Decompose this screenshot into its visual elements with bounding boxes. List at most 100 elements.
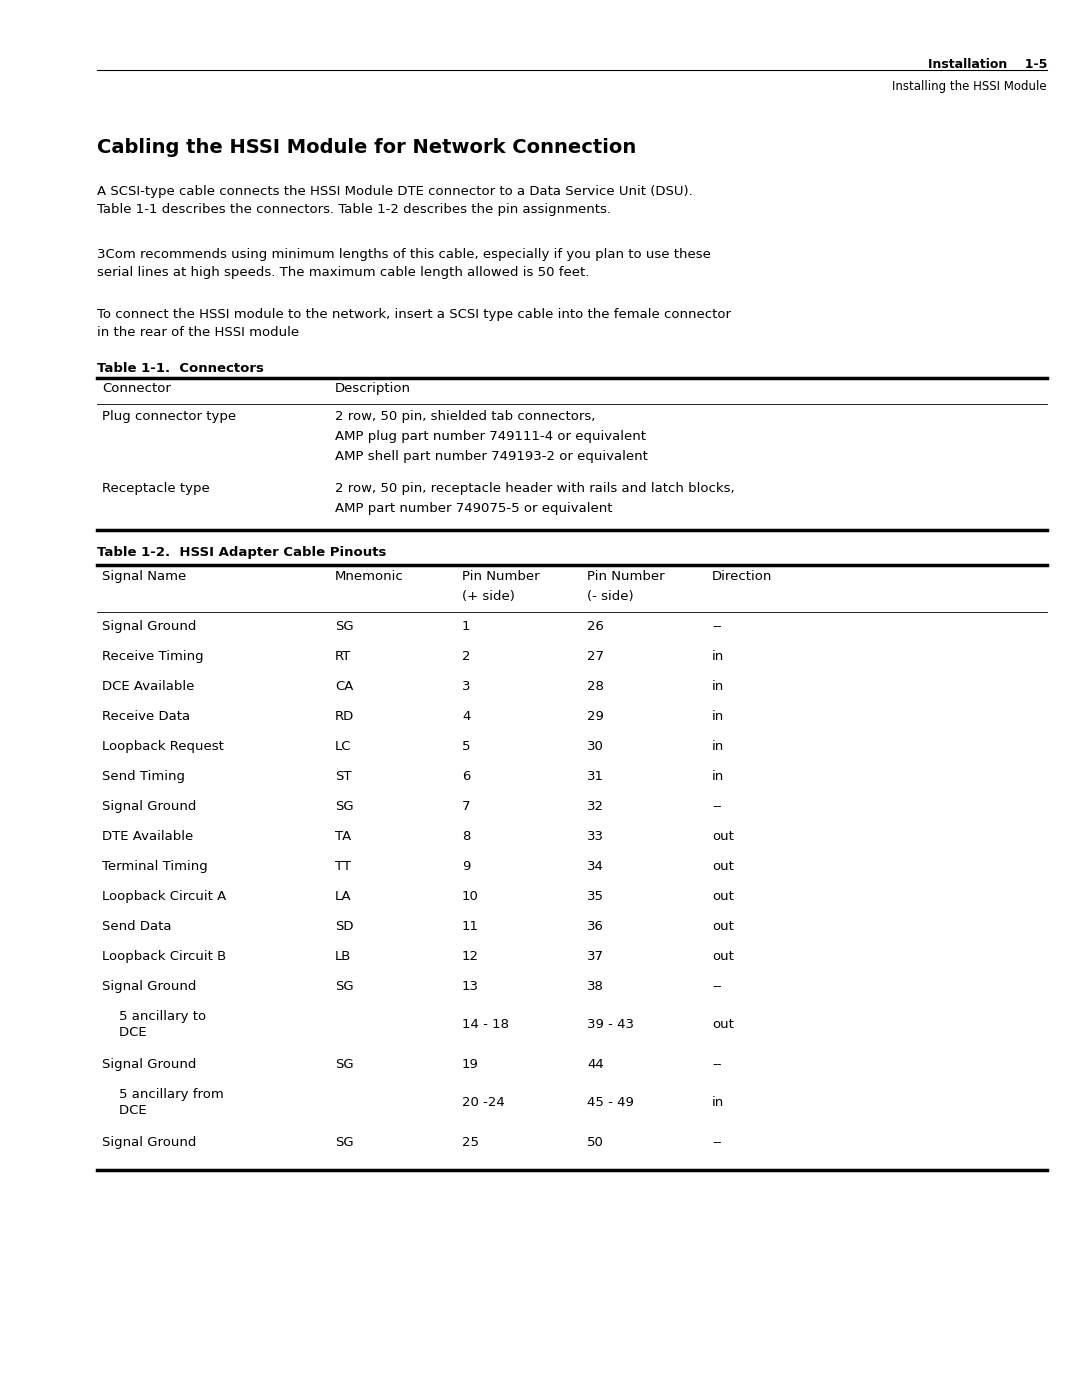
Text: 13: 13 bbox=[462, 981, 480, 993]
Text: in: in bbox=[712, 710, 725, 724]
Text: 9: 9 bbox=[462, 861, 471, 873]
Text: 36: 36 bbox=[588, 921, 604, 933]
Text: Signal Ground: Signal Ground bbox=[102, 981, 197, 993]
Text: CA: CA bbox=[335, 680, 353, 693]
Text: 27: 27 bbox=[588, 650, 604, 664]
Text: in: in bbox=[712, 650, 725, 664]
Text: RD: RD bbox=[335, 710, 354, 724]
Text: Pin Number: Pin Number bbox=[462, 570, 540, 583]
Text: DTE Available: DTE Available bbox=[102, 830, 193, 842]
Text: Direction: Direction bbox=[712, 570, 772, 583]
Text: TA: TA bbox=[335, 830, 351, 842]
Text: DCE Available: DCE Available bbox=[102, 680, 194, 693]
Text: Signal Ground: Signal Ground bbox=[102, 620, 197, 633]
Text: LA: LA bbox=[335, 890, 352, 902]
Text: Plug connector type: Plug connector type bbox=[102, 409, 237, 423]
Text: Send Timing: Send Timing bbox=[102, 770, 185, 782]
Text: 3Com recommends using minimum lengths of this cable, especially if you plan to u: 3Com recommends using minimum lengths of… bbox=[97, 249, 711, 279]
Text: SG: SG bbox=[335, 981, 353, 993]
Text: Signal Ground: Signal Ground bbox=[102, 1136, 197, 1148]
Text: 8: 8 bbox=[462, 830, 471, 842]
Text: Loopback Circuit B: Loopback Circuit B bbox=[102, 950, 226, 963]
Text: 39 - 43: 39 - 43 bbox=[588, 1018, 634, 1031]
Text: out: out bbox=[712, 890, 734, 902]
Text: 32: 32 bbox=[588, 800, 604, 813]
Text: out: out bbox=[712, 1018, 734, 1031]
Text: --: -- bbox=[712, 800, 721, 813]
Text: DCE: DCE bbox=[102, 1025, 147, 1039]
Text: Table 1-2.  HSSI Adapter Cable Pinouts: Table 1-2. HSSI Adapter Cable Pinouts bbox=[97, 546, 387, 559]
Text: Signal Ground: Signal Ground bbox=[102, 800, 197, 813]
Text: LC: LC bbox=[335, 740, 351, 753]
Text: 4: 4 bbox=[462, 710, 471, 724]
Text: 14 - 18: 14 - 18 bbox=[462, 1018, 509, 1031]
Text: Loopback Circuit A: Loopback Circuit A bbox=[102, 890, 226, 902]
Text: Receive Data: Receive Data bbox=[102, 710, 190, 724]
Text: 25: 25 bbox=[462, 1136, 480, 1148]
Text: 12: 12 bbox=[462, 950, 480, 963]
Text: Installation    1-5: Installation 1-5 bbox=[928, 59, 1047, 71]
Text: Cabling the HSSI Module for Network Connection: Cabling the HSSI Module for Network Conn… bbox=[97, 138, 636, 156]
Text: SG: SG bbox=[335, 1058, 353, 1071]
Text: ST: ST bbox=[335, 770, 351, 782]
Text: 29: 29 bbox=[588, 710, 604, 724]
Text: 44: 44 bbox=[588, 1058, 604, 1071]
Text: LB: LB bbox=[335, 950, 351, 963]
Text: (- side): (- side) bbox=[588, 590, 634, 604]
Text: out: out bbox=[712, 861, 734, 873]
Text: 38: 38 bbox=[588, 981, 604, 993]
Text: (+ side): (+ side) bbox=[462, 590, 515, 604]
Text: 33: 33 bbox=[588, 830, 604, 842]
Text: out: out bbox=[712, 950, 734, 963]
Text: 2 row, 50 pin, shielded tab connectors,
AMP plug part number 749111-4 or equival: 2 row, 50 pin, shielded tab connectors, … bbox=[335, 409, 648, 462]
Text: 5: 5 bbox=[462, 740, 471, 753]
Text: 6: 6 bbox=[462, 770, 471, 782]
Text: TT: TT bbox=[335, 861, 351, 873]
Text: Signal Name: Signal Name bbox=[102, 570, 186, 583]
Text: Table 1-1.  Connectors: Table 1-1. Connectors bbox=[97, 362, 264, 374]
Text: in: in bbox=[712, 1097, 725, 1109]
Text: Signal Ground: Signal Ground bbox=[102, 1058, 197, 1071]
Text: 35: 35 bbox=[588, 890, 604, 902]
Text: Loopback Request: Loopback Request bbox=[102, 740, 224, 753]
Text: out: out bbox=[712, 830, 734, 842]
Text: SG: SG bbox=[335, 1136, 353, 1148]
Text: 45 - 49: 45 - 49 bbox=[588, 1097, 634, 1109]
Text: 28: 28 bbox=[588, 680, 604, 693]
Text: 34: 34 bbox=[588, 861, 604, 873]
Text: 31: 31 bbox=[588, 770, 604, 782]
Text: 5 ancillary from: 5 ancillary from bbox=[102, 1088, 224, 1101]
Text: --: -- bbox=[712, 981, 721, 993]
Text: --: -- bbox=[712, 1058, 721, 1071]
Text: 5 ancillary to: 5 ancillary to bbox=[102, 1010, 206, 1023]
Text: SG: SG bbox=[335, 800, 353, 813]
Text: 1: 1 bbox=[462, 620, 471, 633]
Text: Pin Number: Pin Number bbox=[588, 570, 664, 583]
Text: in: in bbox=[712, 680, 725, 693]
Text: 7: 7 bbox=[462, 800, 471, 813]
Text: out: out bbox=[712, 921, 734, 933]
Text: To connect the HSSI module to the network, insert a SCSI type cable into the fem: To connect the HSSI module to the networ… bbox=[97, 307, 731, 339]
Text: 50: 50 bbox=[588, 1136, 604, 1148]
Text: 26: 26 bbox=[588, 620, 604, 633]
Text: in: in bbox=[712, 740, 725, 753]
Text: 11: 11 bbox=[462, 921, 480, 933]
Text: RT: RT bbox=[335, 650, 351, 664]
Text: 2 row, 50 pin, receptacle header with rails and latch blocks,
AMP part number 74: 2 row, 50 pin, receptacle header with ra… bbox=[335, 482, 734, 515]
Text: 30: 30 bbox=[588, 740, 604, 753]
Text: --: -- bbox=[712, 1136, 721, 1148]
Text: in: in bbox=[712, 770, 725, 782]
Text: 19: 19 bbox=[462, 1058, 478, 1071]
Text: Send Data: Send Data bbox=[102, 921, 172, 933]
Text: A SCSI-type cable connects the HSSI Module DTE connector to a Data Service Unit : A SCSI-type cable connects the HSSI Modu… bbox=[97, 184, 692, 217]
Text: Description: Description bbox=[335, 381, 411, 395]
Text: Connector: Connector bbox=[102, 381, 171, 395]
Text: 10: 10 bbox=[462, 890, 478, 902]
Text: Receive Timing: Receive Timing bbox=[102, 650, 204, 664]
Text: 3: 3 bbox=[462, 680, 471, 693]
Text: SG: SG bbox=[335, 620, 353, 633]
Text: DCE: DCE bbox=[102, 1104, 147, 1118]
Text: 2: 2 bbox=[462, 650, 471, 664]
Text: 37: 37 bbox=[588, 950, 604, 963]
Text: SD: SD bbox=[335, 921, 353, 933]
